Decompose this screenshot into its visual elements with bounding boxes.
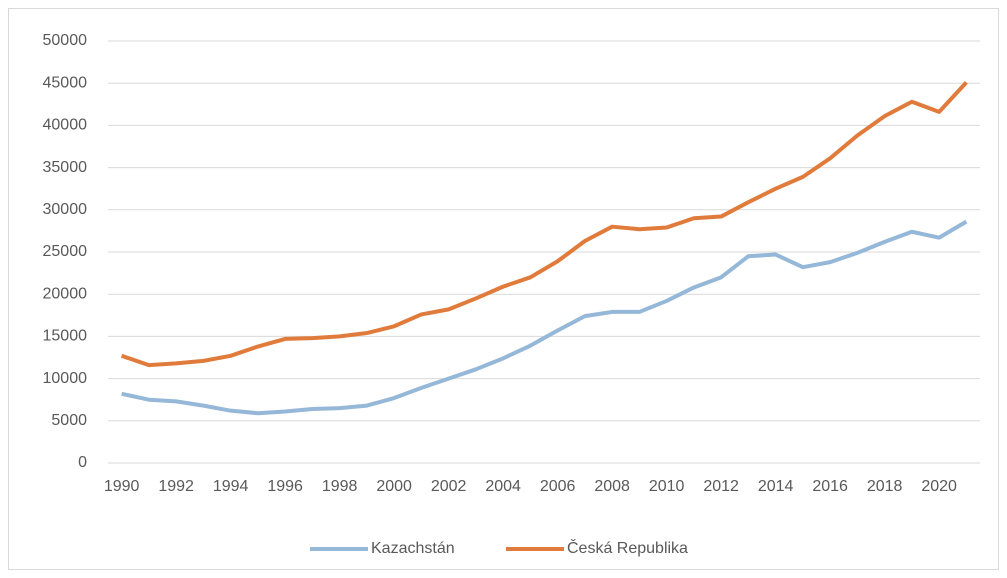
x-tick-label: 2002	[431, 478, 467, 495]
x-tick-label: 2016	[812, 478, 848, 495]
x-tick-label: 2012	[703, 478, 739, 495]
x-tick-label: 1998	[322, 478, 358, 495]
x-tick-label: 2006	[540, 478, 576, 495]
x-tick-label: 2020	[921, 478, 957, 495]
x-tick-label: 1990	[104, 478, 140, 495]
x-tick-label: 1994	[213, 478, 249, 495]
x-tick-label: 2014	[758, 478, 794, 495]
legend-label: Česká Republika	[567, 538, 688, 557]
legend-label: Kazachstán	[371, 540, 455, 557]
x-tick-label: 2018	[867, 478, 903, 495]
y-tick-label: 45000	[43, 74, 88, 91]
y-tick-label: 15000	[43, 328, 88, 345]
y-tick-label: 35000	[43, 159, 88, 176]
x-tick-label: 2008	[594, 478, 630, 495]
y-tick-label: 5000	[51, 412, 87, 429]
y-tick-label: 50000	[43, 32, 88, 49]
x-tick-label: 2010	[649, 478, 685, 495]
x-tick-label: 2000	[376, 478, 412, 495]
chart-border	[8, 8, 999, 570]
y-tick-label: 20000	[43, 285, 88, 302]
x-tick-label: 1996	[267, 478, 303, 495]
y-tick-label: 10000	[43, 370, 88, 387]
series-line	[121, 219, 968, 416]
y-tick-label: 30000	[43, 201, 88, 218]
x-tick-label: 2004	[485, 478, 521, 495]
series-line	[120, 80, 968, 368]
y-tick-label: 0	[78, 454, 87, 471]
x-tick-label: 1992	[158, 478, 194, 495]
y-tick-label: 25000	[43, 243, 88, 260]
y-tick-label: 40000	[43, 117, 88, 134]
